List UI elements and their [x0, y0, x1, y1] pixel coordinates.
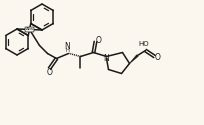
Text: H: H	[65, 48, 69, 52]
Text: O: O	[46, 68, 52, 77]
Text: O: O	[154, 53, 160, 62]
Text: O: O	[95, 36, 101, 45]
Text: N: N	[103, 54, 109, 63]
Polygon shape	[129, 55, 138, 64]
Text: HO: HO	[137, 40, 148, 46]
Text: N: N	[64, 42, 70, 51]
Text: Abs: Abs	[25, 28, 33, 32]
